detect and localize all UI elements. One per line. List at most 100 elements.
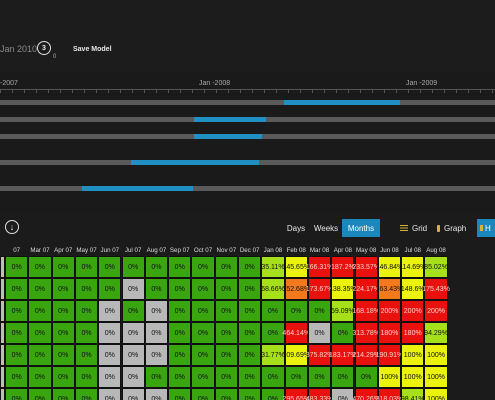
- grid-cell[interactable]: 148.6%: [401, 278, 425, 300]
- grid-cell[interactable]: 175.43%: [422, 278, 450, 300]
- grid-cell[interactable]: 0%: [74, 322, 99, 344]
- grid-cell[interactable]: 0%: [74, 256, 99, 278]
- grid-cell[interactable]: 0%: [191, 388, 215, 400]
- grid-cell[interactable]: 0%: [51, 256, 75, 278]
- grid-cell[interactable]: 183.17%: [329, 344, 357, 366]
- grid-cell[interactable]: 0%: [121, 322, 145, 344]
- grid-cell[interactable]: 214.29%: [352, 344, 380, 366]
- grid-cell[interactable]: 0%: [51, 300, 75, 322]
- grid-cell[interactable]: 0%: [28, 256, 52, 278]
- grid-cell[interactable]: 138.35%: [329, 278, 357, 300]
- grid-cell[interactable]: 200%: [424, 300, 448, 322]
- grid-cell[interactable]: 0%: [307, 300, 332, 322]
- grid-cell[interactable]: 0%: [28, 388, 52, 400]
- grid-cell[interactable]: 0%: [354, 366, 378, 388]
- grid-cell[interactable]: 0%: [144, 278, 169, 300]
- grid-cell[interactable]: 0%: [5, 388, 29, 400]
- grid-cell[interactable]: 0%: [144, 344, 169, 366]
- gantt-bar[interactable]: [194, 134, 262, 139]
- gantt-row[interactable]: [0, 100, 495, 105]
- grid-cell[interactable]: 0%: [5, 300, 29, 322]
- grid-cell[interactable]: 0%: [238, 366, 262, 388]
- grid-cell[interactable]: 0%: [284, 366, 308, 388]
- grid-cell[interactable]: 0%: [144, 256, 169, 278]
- grid-cell[interactable]: 109.69%: [282, 344, 310, 366]
- grid-cell[interactable]: 0%: [28, 300, 52, 322]
- grid-cell[interactable]: 0%: [214, 278, 238, 300]
- row-header[interactable]: [0, 278, 5, 300]
- grid-cell[interactable]: 0%: [121, 388, 145, 400]
- grid-cell[interactable]: 0%: [191, 278, 215, 300]
- row-header[interactable]: [0, 344, 5, 366]
- grid-cell[interactable]: 180%: [377, 322, 402, 344]
- graph-view-button[interactable]: Graph: [437, 219, 466, 237]
- grid-cell[interactable]: 166.31%: [306, 256, 333, 278]
- row-header[interactable]: [0, 322, 5, 344]
- grid-cell[interactable]: 0%: [28, 278, 52, 300]
- grid-cell[interactable]: 152.68%: [282, 278, 310, 300]
- grid-cell[interactable]: 0%: [121, 278, 145, 300]
- grid-cell[interactable]: 0%: [168, 344, 192, 366]
- row-header[interactable]: [0, 366, 5, 388]
- grid-cell[interactable]: 187.2%: [331, 256, 355, 278]
- gantt-bar[interactable]: [284, 100, 400, 105]
- grid-cell[interactable]: 0%: [191, 366, 215, 388]
- grid-cell[interactable]: 31.77%: [261, 344, 285, 366]
- grid-cell[interactable]: 0%: [98, 388, 122, 400]
- grid-cell[interactable]: 100%: [401, 344, 425, 366]
- grid-cell[interactable]: 100%: [377, 366, 402, 388]
- grid-cell[interactable]: 180%: [401, 322, 425, 344]
- grid-cell[interactable]: 0%: [284, 300, 308, 322]
- grid-cell[interactable]: 0%: [98, 300, 122, 322]
- grid-cell[interactable]: 0%: [238, 256, 262, 278]
- grid-cell[interactable]: 0%: [191, 256, 215, 278]
- grid-cell[interactable]: 0%: [51, 366, 75, 388]
- grid-cell[interactable]: 0%: [51, 322, 75, 344]
- grid-cell[interactable]: 0%: [214, 322, 238, 344]
- grid-cell[interactable]: 145.65%: [282, 256, 310, 278]
- grid-cell[interactable]: 0%: [121, 300, 145, 322]
- grid-cell[interactable]: 94.29%: [424, 322, 448, 344]
- days-button[interactable]: Days: [286, 223, 306, 233]
- grid-cell[interactable]: 0%: [5, 366, 29, 388]
- gantt-bar[interactable]: [131, 160, 259, 165]
- grid-cell[interactable]: 0%: [98, 278, 122, 300]
- grid-cell[interactable]: 0%: [191, 300, 215, 322]
- grid-cell[interactable]: 0%: [331, 388, 355, 400]
- grid-cell[interactable]: 100%: [424, 366, 448, 388]
- grid-cell[interactable]: 146.84%: [376, 256, 403, 278]
- snapshot-icon[interactable]: 3: [37, 41, 51, 55]
- grid-cell[interactable]: 0%: [144, 388, 169, 400]
- gantt-row[interactable]: [0, 117, 495, 122]
- save-model-button[interactable]: Save Model: [73, 46, 112, 53]
- grid-cell[interactable]: 0%: [238, 278, 262, 300]
- grid-cell[interactable]: 0%: [28, 322, 52, 344]
- grid-cell[interactable]: 0%: [261, 366, 285, 388]
- grid-cell[interactable]: 0%: [261, 388, 285, 400]
- grid-cell[interactable]: 200%: [377, 300, 402, 322]
- grid-cell[interactable]: 0%: [98, 322, 122, 344]
- grid-cell[interactable]: 200%: [401, 300, 425, 322]
- row-header[interactable]: [0, 388, 5, 400]
- weeks-button[interactable]: Weeks: [313, 223, 339, 233]
- grid-cell[interactable]: 0%: [168, 278, 192, 300]
- grid-cell[interactable]: 0%: [74, 300, 99, 322]
- grid-cell[interactable]: 0%: [5, 278, 29, 300]
- grid-cell[interactable]: 0%: [214, 256, 238, 278]
- grid-cell[interactable]: 0%: [168, 366, 192, 388]
- grid-cell[interactable]: 0%: [5, 344, 29, 366]
- row-header[interactable]: [0, 256, 5, 278]
- grid-cell[interactable]: 35.11%: [261, 256, 285, 278]
- grid-cell[interactable]: 464.14%: [282, 322, 310, 344]
- grid-cell[interactable]: 375.82%: [306, 344, 333, 366]
- grid-cell[interactable]: 470.26%: [352, 388, 380, 400]
- grid-cell[interactable]: 0%: [74, 366, 99, 388]
- grid-cell[interactable]: 173.67%: [306, 278, 333, 300]
- grid-cell[interactable]: 0%: [261, 300, 285, 322]
- grid-cell[interactable]: 0%: [5, 322, 29, 344]
- grid-cell[interactable]: 0%: [98, 366, 122, 388]
- grid-cell[interactable]: 0%: [168, 256, 192, 278]
- grid-cell[interactable]: 85.02%: [424, 256, 448, 278]
- grid-cell[interactable]: 100%: [401, 366, 425, 388]
- grid-cell[interactable]: 0%: [191, 344, 215, 366]
